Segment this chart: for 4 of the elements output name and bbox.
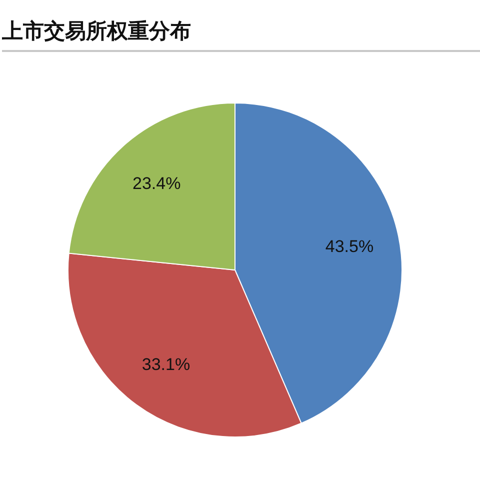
chart-title: 上市交易所权重分布 <box>2 18 480 52</box>
data-label: 43.5% <box>325 236 374 256</box>
data-label: 23.4% <box>132 174 181 193</box>
data-label: 33.1% <box>142 354 190 374</box>
